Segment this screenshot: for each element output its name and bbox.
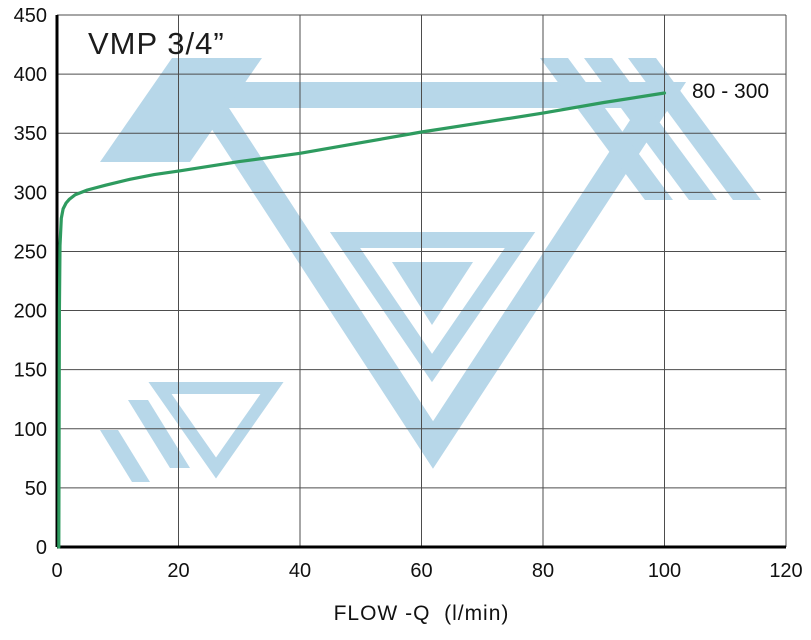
series-annotation: 80 - 300 [692, 80, 770, 103]
x-tick-label: 40 [289, 560, 311, 582]
y-tick-label: 100 [14, 419, 47, 441]
y-tick-label: 300 [14, 182, 47, 204]
y-tick-label: 150 [14, 360, 47, 382]
y-tick-label: 400 [14, 64, 47, 86]
x-tick-label: 0 [51, 560, 62, 582]
y-tick-label: 0 [36, 537, 47, 559]
axes [55, 15, 786, 549]
y-tick-label: 350 [14, 123, 47, 145]
flow-curve [57, 91, 667, 549]
y-tick-label: 200 [14, 301, 47, 323]
grid-lines [56, 14, 787, 548]
y-tick-label: 450 [14, 5, 47, 27]
tick-labels: 0 50 100 150 200 250 300 350 400 450 0 20 40 60 80 100 1… [14, 5, 803, 582]
y-tick-label: 250 [14, 241, 47, 263]
x-tick-label: 120 [769, 560, 802, 582]
x-axis-label: FLOW -Q (l/min) [333, 602, 510, 625]
y-tick-label: 50 [25, 478, 47, 500]
x-tick-label: 20 [167, 560, 189, 582]
x-tick-label: 60 [410, 560, 432, 582]
x-tick-label: 100 [648, 560, 681, 582]
x-tick-label: 80 [532, 560, 554, 582]
series-curves [57, 91, 667, 549]
watermark-logo [100, 58, 761, 482]
chart-title: VMP 3/4” [88, 26, 225, 61]
